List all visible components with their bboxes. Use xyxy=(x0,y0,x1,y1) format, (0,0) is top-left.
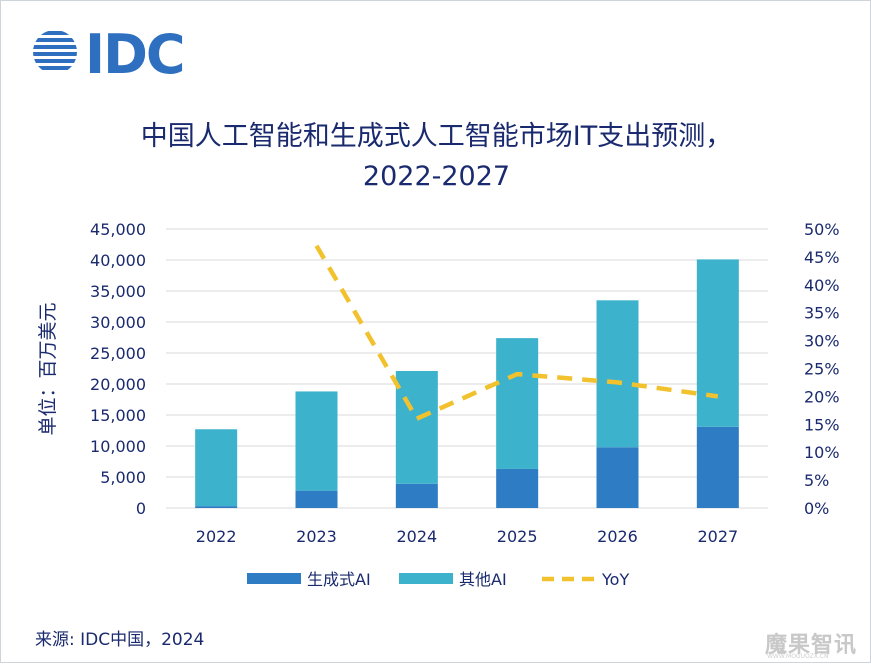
x-tick-label: 2024 xyxy=(396,527,437,546)
bar-genai xyxy=(295,490,338,508)
y2-tick-label: 50% xyxy=(804,220,840,239)
legend-label-yoy: YoY xyxy=(601,570,629,589)
bar-other-ai xyxy=(496,338,539,469)
chart-title-line2: 2022-2027 xyxy=(362,161,511,192)
y-tick-label: 5,000 xyxy=(100,468,146,487)
y-tick-label: 20,000 xyxy=(90,375,146,394)
watermark-url: WWW.MOGUOZX.CN xyxy=(767,653,829,660)
watermark: 魔果智讯 xyxy=(765,633,858,658)
bar-genai xyxy=(195,506,238,508)
x-tick-label: 2025 xyxy=(497,527,538,546)
y2-tick-label: 45% xyxy=(804,248,840,267)
bar-genai xyxy=(496,468,539,508)
bar-other-ai xyxy=(295,391,338,491)
y-tick-label: 0 xyxy=(136,499,146,518)
legend-swatch-genai xyxy=(247,573,301,584)
bar-genai xyxy=(596,447,639,508)
y-axis-label: 单位：百万美元 xyxy=(37,302,59,435)
y-tick-label: 35,000 xyxy=(90,282,146,301)
y2-tick-label: 35% xyxy=(804,304,840,323)
legend-label-genai: 生成式AI xyxy=(307,570,371,589)
y-tick-label: 45,000 xyxy=(90,220,146,239)
y-tick-label: 15,000 xyxy=(90,406,146,425)
idc-logo: IDC xyxy=(33,23,186,81)
y-tick-label: 25,000 xyxy=(90,344,146,363)
y-tick-label: 40,000 xyxy=(90,251,146,270)
source-note: 来源: IDC中国，2024 xyxy=(35,630,205,650)
y2-tick-label: 10% xyxy=(804,443,840,462)
yoy-line xyxy=(314,244,719,421)
legend-swatch-other-ai xyxy=(399,573,453,584)
y2-tick-label: 25% xyxy=(804,360,840,379)
y-tick-label: 30,000 xyxy=(90,313,146,332)
legend-label-other-ai: 其他AI xyxy=(459,570,507,589)
globe-icon xyxy=(33,31,77,70)
bar-other-ai xyxy=(195,429,238,507)
bar-other-ai xyxy=(696,259,739,427)
bar-genai xyxy=(696,426,739,508)
x-tick-label: 2027 xyxy=(697,527,738,546)
bar-other-ai xyxy=(596,300,639,448)
y2-tick-label: 30% xyxy=(804,332,840,351)
bar-genai xyxy=(395,483,438,508)
x-tick-label: 2026 xyxy=(597,527,638,546)
chart-title: 中国人工智能和生成式人工智能市场IT支出预测， 2022-2027 xyxy=(1,117,871,197)
y2-tick-label: 15% xyxy=(804,415,840,434)
y2-tick-label: 20% xyxy=(804,387,840,406)
x-tick-label: 2023 xyxy=(296,527,337,546)
y2-tick-label: 5% xyxy=(804,471,829,490)
y-tick-label: 10,000 xyxy=(90,437,146,456)
y2-tick-label: 40% xyxy=(804,276,840,295)
logo-text: IDC xyxy=(85,23,184,81)
y2-tick-label: 0% xyxy=(804,499,829,518)
chart-title-line1: 中国人工智能和生成式人工智能市场IT支出预测， xyxy=(140,121,733,152)
bar-other-ai xyxy=(395,370,438,484)
x-tick-label: 2022 xyxy=(196,527,237,546)
